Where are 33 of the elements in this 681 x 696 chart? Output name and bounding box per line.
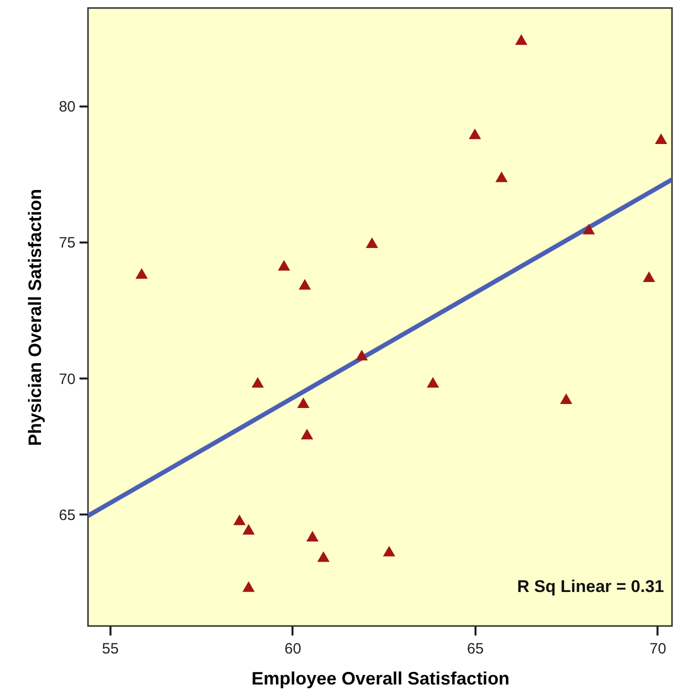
point — [136, 268, 148, 279]
point — [495, 171, 508, 182]
point — [297, 397, 310, 408]
point — [300, 428, 314, 440]
point — [582, 224, 595, 234]
point — [252, 377, 264, 388]
point — [560, 393, 572, 404]
point — [242, 524, 255, 535]
point — [468, 128, 482, 140]
point — [242, 581, 255, 592]
point — [306, 530, 319, 542]
y-tick-label: 65 — [58, 506, 76, 524]
point — [426, 377, 440, 388]
y-tick-label: 80 — [58, 98, 76, 116]
point — [642, 271, 656, 282]
y-tick-label: 70 — [58, 370, 76, 388]
point — [515, 34, 528, 45]
point — [356, 350, 368, 360]
x-tick-label: 60 — [284, 640, 302, 658]
point — [317, 551, 330, 562]
point — [366, 237, 378, 248]
point — [233, 514, 246, 526]
point — [278, 260, 290, 271]
y-tick-label: 75 — [58, 234, 76, 252]
x-tick-label: 55 — [102, 640, 119, 658]
x-tick-label: 70 — [650, 640, 666, 658]
point — [383, 546, 396, 556]
x-tick-label: 65 — [467, 640, 484, 658]
y-axis-title: Physician Overall Satisfaction — [24, 188, 45, 446]
point — [298, 279, 311, 290]
x-axis-title: Employee Overall Satisfaction — [251, 668, 510, 688]
point — [654, 133, 668, 144]
annotation: R Sq Linear = 0.31 — [517, 577, 664, 596]
